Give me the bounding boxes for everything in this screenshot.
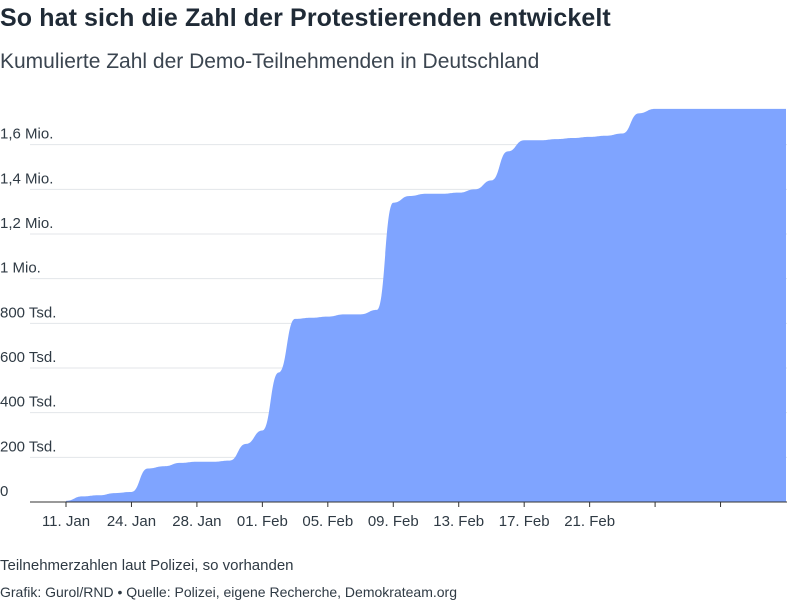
y-tick-label: 1 Mio. <box>0 260 41 277</box>
x-tick-label: 01. Feb <box>237 513 288 530</box>
x-axis <box>30 501 787 507</box>
x-tick-label: 13. Feb <box>433 513 484 530</box>
y-tick-label: 200 Tsd. <box>0 438 56 455</box>
x-tick-label: 28. Jan <box>172 513 221 530</box>
source-credit: Grafik: Gurol/RND • Quelle: Polizei, eig… <box>0 584 457 600</box>
y-tick-label: 800 Tsd. <box>0 304 56 321</box>
chart-title: So hat sich die Zahl der Protestierenden… <box>0 4 611 32</box>
x-tick-label: 11. Jan <box>42 513 90 530</box>
y-tick-label: 1,6 Mio. <box>0 126 53 143</box>
y-axis-tick-labels: 0 200 Tsd. 400 Tsd. 600 Tsd. 800 Tsd. 1 Mio. 1… <box>0 126 56 500</box>
x-axis-tick-labels: 11. Jan 24. Jan 28. Jan 01. Feb 05. Feb 09. F… <box>42 513 615 530</box>
y-tick-label: 600 Tsd. <box>0 349 56 366</box>
footnote: Teilnehmerzahlen laut Polizei, so vorhan… <box>0 557 294 574</box>
data-area-layer <box>66 108 786 503</box>
chart-subtitle: Kumulierte Zahl der Demo-Teilnehmenden i… <box>0 50 540 73</box>
x-tick-label: 17. Feb <box>499 513 550 530</box>
x-tick-label: 05. Feb <box>302 513 353 530</box>
y-tick-label: 1,2 Mio. <box>0 215 53 232</box>
y-tick-label: 0 <box>0 483 8 500</box>
x-tick-label: 09. Feb <box>368 513 419 530</box>
x-tick-label: 24. Jan <box>107 513 156 530</box>
y-tick-label: 400 Tsd. <box>0 394 56 411</box>
y-tick-label: 1,4 Mio. <box>0 170 53 187</box>
x-tick-label: 21. Feb <box>564 513 615 530</box>
area-chart: 0 200 Tsd. 400 Tsd. 600 Tsd. 800 Tsd. 1 Mio. 1… <box>0 108 787 530</box>
series-area <box>66 108 786 503</box>
